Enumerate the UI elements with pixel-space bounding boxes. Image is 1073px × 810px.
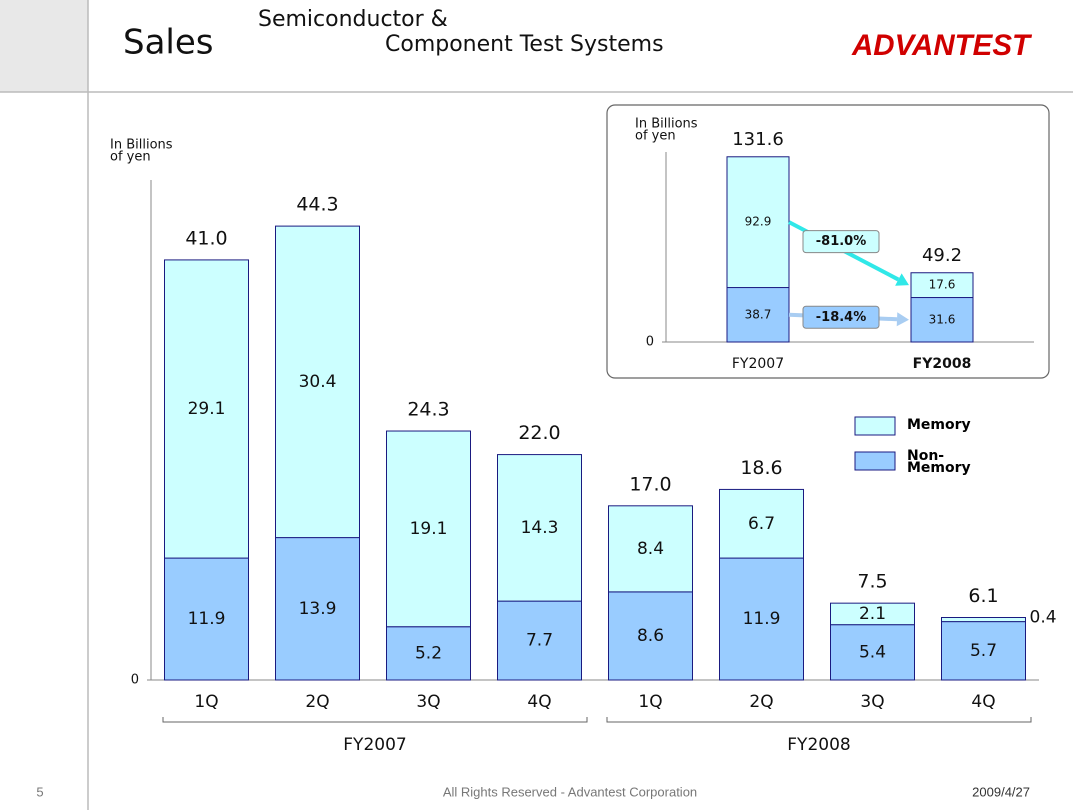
segment-label: 19.1 bbox=[410, 519, 448, 539]
segment-label: 29.1 bbox=[188, 399, 226, 419]
legend-label: Non-Memory bbox=[907, 448, 971, 476]
group-label: FY2007 bbox=[343, 735, 406, 755]
bar-segment bbox=[275, 537, 360, 681]
total-label: 24.3 bbox=[407, 399, 449, 421]
date: 2009/4/27 bbox=[972, 784, 1030, 799]
segment-label: 11.9 bbox=[743, 609, 781, 629]
x-tick-label: FY2008 bbox=[913, 356, 972, 372]
x-tick-label: 4Q bbox=[971, 692, 995, 712]
x-tick-label: 1Q bbox=[194, 692, 218, 712]
total-label: 17.0 bbox=[629, 473, 671, 495]
bar-segment bbox=[608, 505, 693, 593]
bar-segment bbox=[910, 297, 974, 343]
change-label: -81.0% bbox=[816, 234, 867, 249]
bar-segment bbox=[910, 272, 974, 299]
y-axis-label: In Billions bbox=[635, 117, 698, 132]
segment-label: 7.7 bbox=[526, 631, 553, 651]
bar-segment bbox=[830, 624, 915, 681]
total-label: 6.1 bbox=[968, 585, 998, 607]
subtitle-line: Semiconductor & bbox=[258, 7, 448, 32]
x-tick-label: 4Q bbox=[527, 692, 551, 712]
total-label: 22.0 bbox=[518, 422, 560, 444]
bar-segment bbox=[164, 259, 249, 559]
segment-label: 2.1 bbox=[859, 604, 886, 624]
legend-swatch bbox=[854, 416, 896, 436]
total-label: 44.3 bbox=[296, 194, 338, 216]
logo: ADVANTEST bbox=[851, 29, 1033, 62]
total-label: 49.2 bbox=[922, 245, 962, 266]
segment-label: 92.9 bbox=[745, 215, 772, 229]
x-tick-label: FY2007 bbox=[732, 356, 784, 372]
bar-segment bbox=[275, 225, 360, 539]
group-label: FY2008 bbox=[787, 735, 850, 755]
bar-segment bbox=[726, 287, 790, 343]
copyright: All Rights Reserved - Advantest Corporat… bbox=[443, 784, 697, 799]
y-tick-label: 0 bbox=[646, 335, 654, 350]
bar-segment bbox=[719, 557, 804, 681]
total-label: 131.6 bbox=[732, 129, 784, 150]
y-axis-label: of yen bbox=[110, 150, 151, 165]
change-arrowhead bbox=[895, 273, 909, 286]
x-tick-label: 2Q bbox=[749, 692, 773, 712]
segment-label: 30.4 bbox=[299, 372, 337, 392]
x-tick-label: 3Q bbox=[860, 692, 884, 712]
legend-swatch bbox=[854, 451, 896, 471]
segment-label: 14.3 bbox=[521, 518, 559, 538]
corner-block bbox=[0, 0, 88, 92]
segment-label: 5.2 bbox=[415, 643, 442, 663]
bar-segment bbox=[386, 626, 471, 681]
segment-label: 13.9 bbox=[299, 599, 337, 619]
bar-segment bbox=[941, 617, 1026, 623]
total-label: 7.5 bbox=[857, 571, 887, 593]
segment-label: 5.7 bbox=[970, 641, 997, 661]
x-tick-label: 2Q bbox=[305, 692, 329, 712]
bar-segment bbox=[497, 600, 582, 681]
bar-segment bbox=[726, 156, 790, 289]
group-bracket bbox=[606, 717, 1032, 723]
segment-label: 8.6 bbox=[637, 626, 664, 646]
x-tick-label: 3Q bbox=[416, 692, 440, 712]
legend-label: Memory bbox=[907, 417, 971, 433]
bar-segment bbox=[941, 621, 1026, 681]
segment-label: 8.4 bbox=[637, 539, 664, 559]
bar-segment bbox=[719, 488, 804, 559]
segment-label: 0.4 bbox=[1030, 608, 1057, 628]
y-axis-label: In Billions bbox=[110, 138, 173, 153]
y-tick-label: 0 bbox=[131, 673, 139, 688]
change-box bbox=[802, 305, 880, 329]
total-label: 41.0 bbox=[185, 227, 227, 249]
x-tick-label: 1Q bbox=[638, 692, 662, 712]
bar-segment bbox=[497, 454, 582, 602]
group-bracket bbox=[162, 717, 588, 723]
bar-segment bbox=[608, 591, 693, 681]
bar-segment bbox=[386, 430, 471, 628]
change-box bbox=[802, 230, 880, 254]
change-label: -18.4% bbox=[816, 310, 867, 325]
page-number: 5 bbox=[36, 784, 43, 799]
segment-label: 31.6 bbox=[929, 312, 956, 326]
segment-label: 11.9 bbox=[188, 609, 226, 629]
title: Sales bbox=[123, 23, 214, 63]
segment-label: 17.6 bbox=[929, 278, 956, 292]
subtitle-line: Component Test Systems bbox=[385, 32, 664, 57]
total-label: 18.6 bbox=[740, 457, 782, 479]
bar-segment bbox=[830, 602, 915, 626]
segment-label: 6.7 bbox=[748, 514, 775, 534]
segment-label: 38.7 bbox=[745, 307, 772, 321]
y-axis-label: of yen bbox=[635, 129, 676, 144]
segment-label: 5.4 bbox=[859, 642, 886, 662]
change-arrowhead bbox=[896, 312, 909, 327]
